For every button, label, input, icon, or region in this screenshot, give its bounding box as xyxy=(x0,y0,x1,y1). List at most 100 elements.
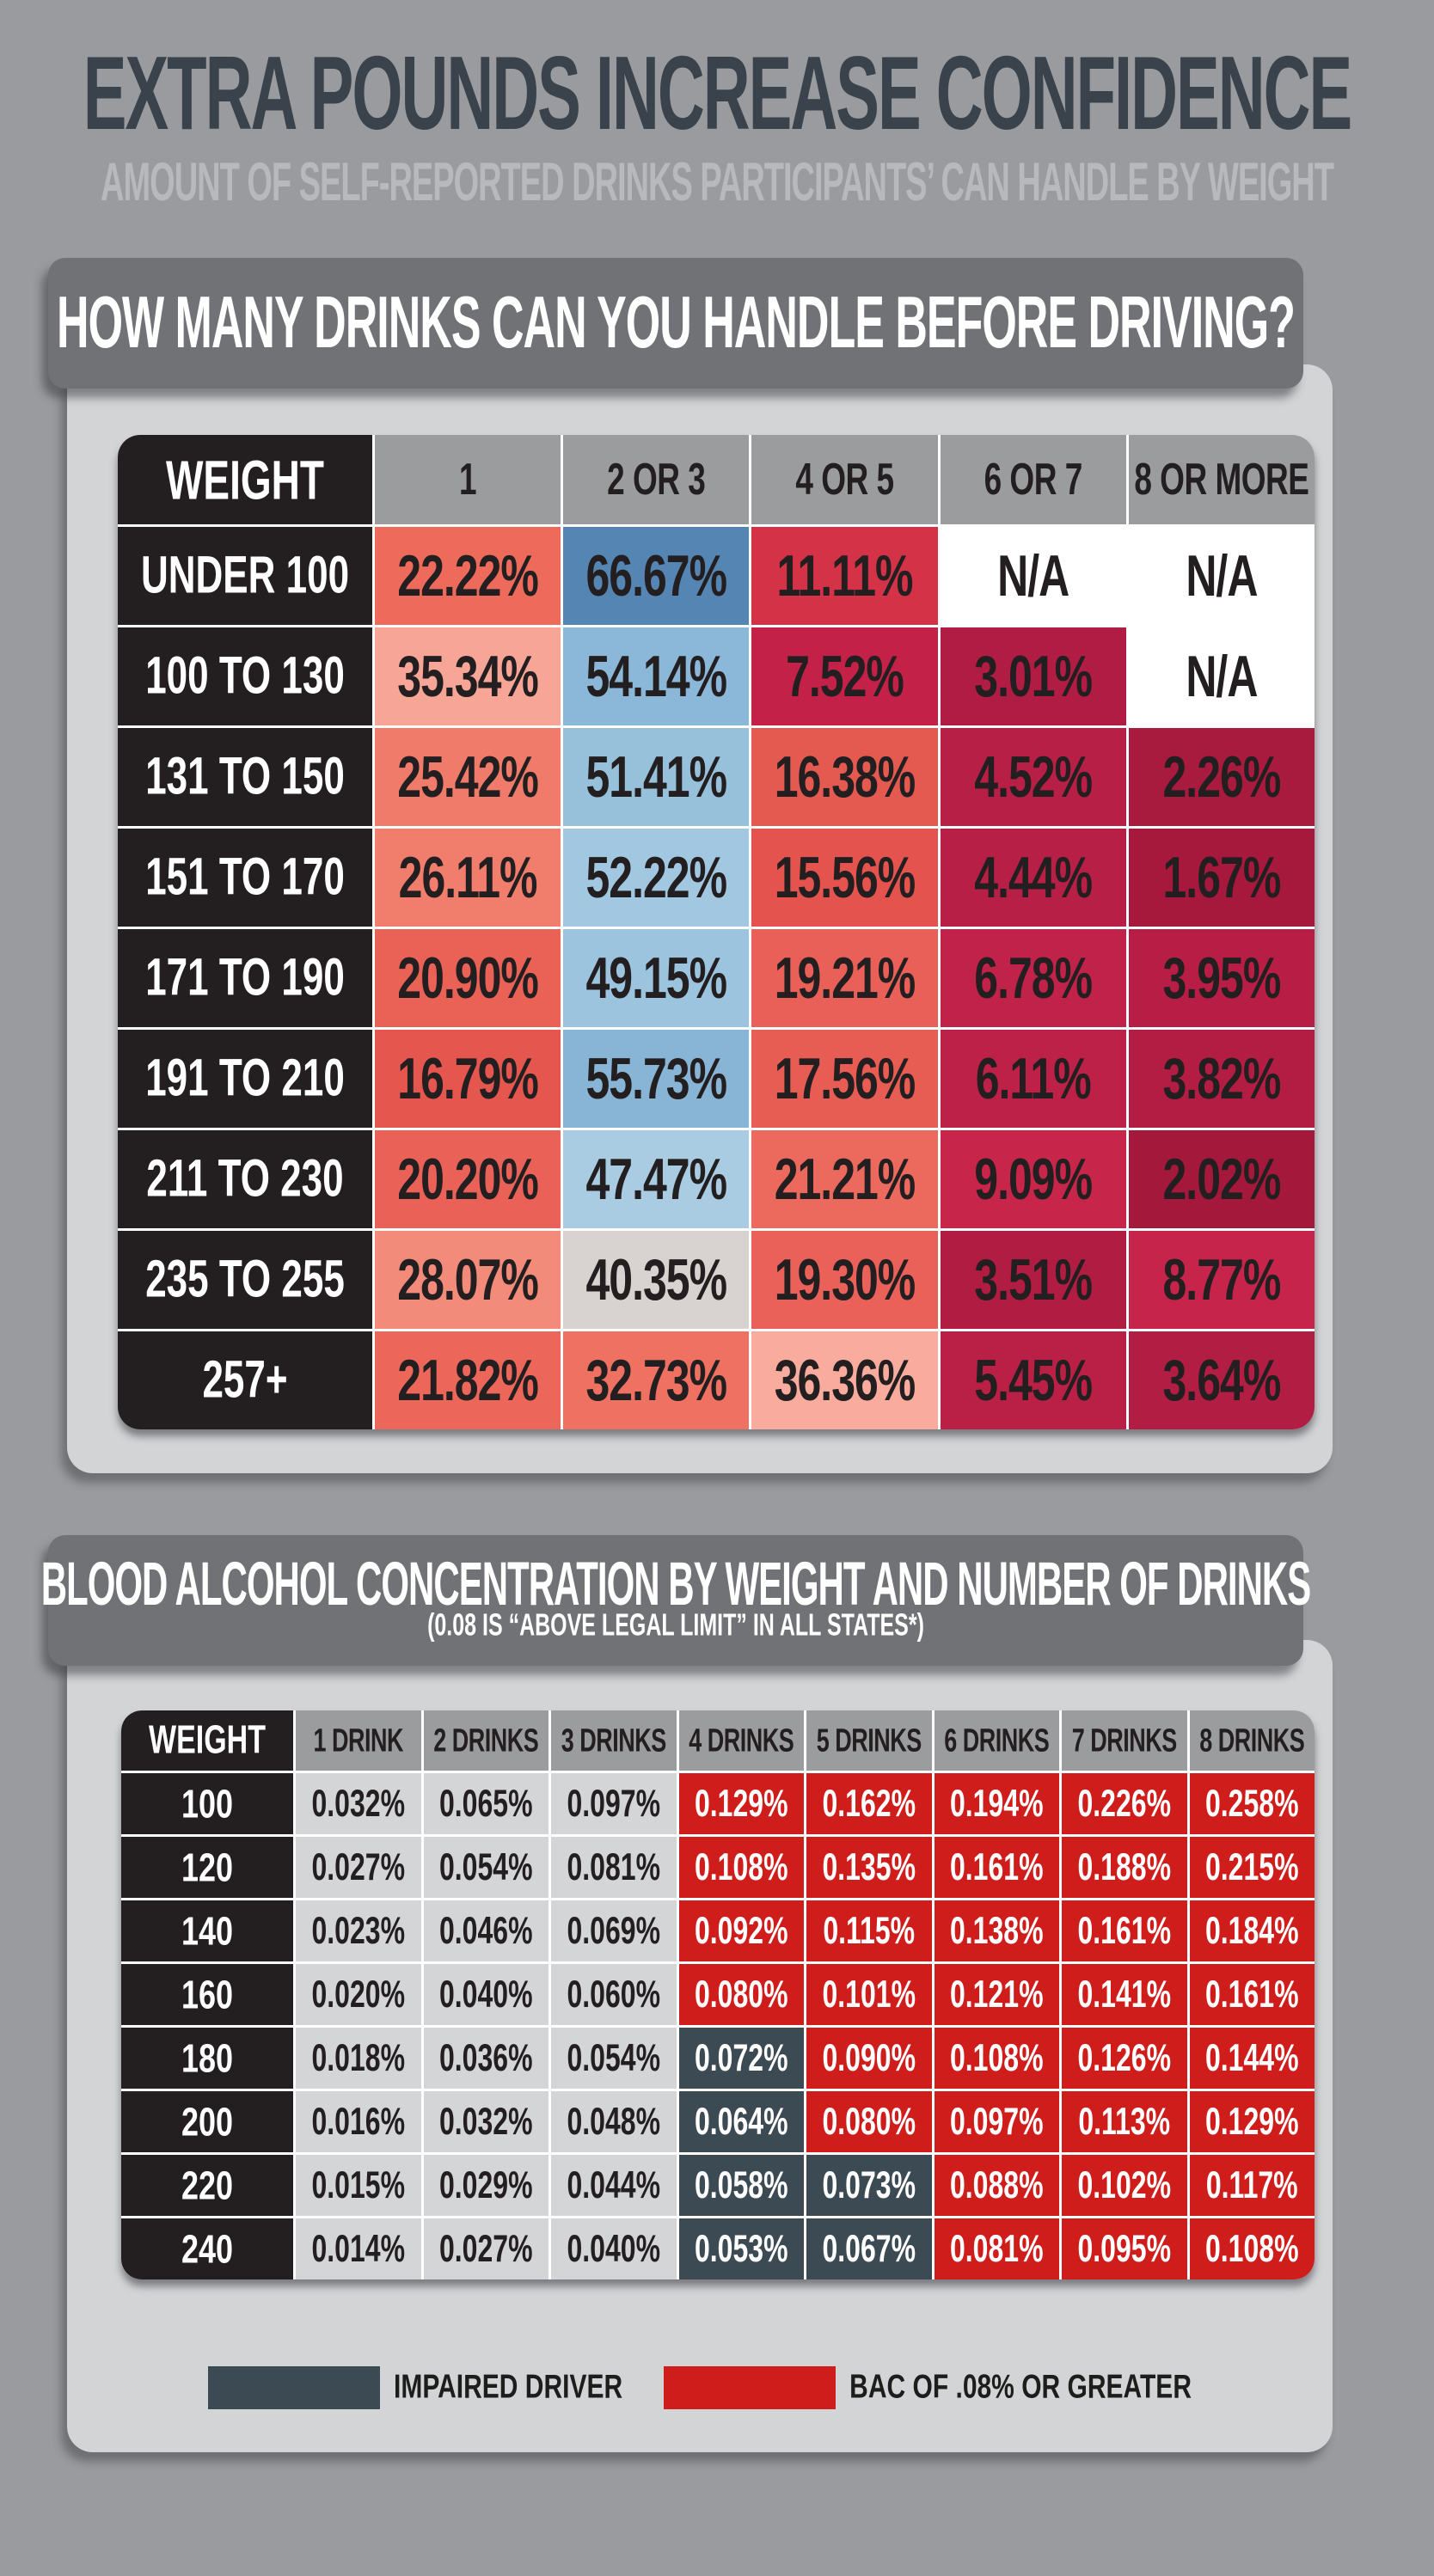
table2-value-cell-r5-c5-text: 0.097% xyxy=(949,2099,1044,2143)
table1-value-cell-r3-c4: 1.67% xyxy=(1128,829,1314,927)
table2-column-header-0: 1 DRINK xyxy=(296,1710,421,1771)
table2-row-label-0: 100 xyxy=(121,1773,293,1834)
table1-row-label-8-text: 257+ xyxy=(202,1350,288,1410)
table2-row-label-3-text: 160 xyxy=(181,1971,234,2017)
table2-row-label-6-text: 220 xyxy=(181,2162,234,2208)
table1-value-cell-r2-c0-text: 25.42% xyxy=(397,744,539,810)
table2-value-cell-r6-c2: 0.044% xyxy=(551,2155,677,2216)
table1-value-cell-r3-c1-text: 52.22% xyxy=(585,845,727,910)
table2-value-cell-r4-c6: 0.126% xyxy=(1062,2028,1187,2089)
table2-value-cell-r2-c6: 0.161% xyxy=(1062,1900,1187,1961)
table2-value-cell-r0-c4-text: 0.162% xyxy=(822,1781,916,1825)
table2-value-cell-r5-c1-text: 0.032% xyxy=(438,2099,533,2143)
table1-value-cell-r5-c4-text: 3.82% xyxy=(1162,1046,1282,1111)
section1-header-bar: HOW MANY DRINKS CAN YOU HANDLE BEFORE DR… xyxy=(48,258,1303,389)
table1-value-cell-r3-c0-text: 26.11% xyxy=(398,845,538,910)
table2-value-cell-r0-c4: 0.162% xyxy=(806,1773,932,1834)
table1-value-cell-r8-c2-text: 36.36% xyxy=(774,1348,916,1413)
table1-value-cell-r4-c4: 3.95% xyxy=(1128,929,1314,1027)
table2-value-cell-r3-c7-text: 0.161% xyxy=(1204,1972,1299,2016)
table2-value-cell-r5-c3: 0.064% xyxy=(678,2091,804,2152)
table2-column-header-4: 5 DRINKS xyxy=(806,1710,932,1771)
section2-header-text: BLOOD ALCOHOL CONCENTRATION BY WEIGHT AN… xyxy=(40,1548,1312,1618)
table1-value-cell-r3-c3: 4.44% xyxy=(940,829,1126,927)
table2-value-cell-r6-c5-text: 0.088% xyxy=(949,2163,1044,2206)
table1-value-cell-r3-c1: 52.22% xyxy=(563,829,750,927)
table2-row-label-2: 140 xyxy=(121,1900,293,1961)
table2-value-cell-r0-c5-text: 0.194% xyxy=(949,1781,1044,1825)
table2-value-cell-r1-c1: 0.054% xyxy=(423,1837,548,1898)
page-subtitle: AMOUNT OF SELF-REPORTED DRINKS PARTICIPA… xyxy=(0,144,1434,229)
table1-value-cell-r0-c1: 66.67% xyxy=(563,527,750,625)
table1-value-cell-r0-c4: N/A xyxy=(1128,527,1314,625)
table1-row-label-7-text: 235 TO 255 xyxy=(145,1250,345,1309)
table2-column-header-3: 4 DRINKS xyxy=(678,1710,804,1771)
table2-value-cell-r0-c2-text: 0.097% xyxy=(567,1781,661,1825)
table2-value-cell-r7-c1-text: 0.027% xyxy=(438,2226,533,2270)
table2-value-cell-r6-c5: 0.088% xyxy=(934,2155,1059,2216)
table1-value-cell-r8-c0: 21.82% xyxy=(375,1331,561,1429)
table2-value-cell-r7-c5-text: 0.081% xyxy=(949,2226,1044,2270)
table1-value-cell-r7-c0-text: 28.07% xyxy=(397,1247,539,1312)
page-subtitle-text: AMOUNT OF SELF-REPORTED DRINKS PARTICIPA… xyxy=(101,153,1334,213)
table1-row-label-5-text: 191 TO 210 xyxy=(145,1049,345,1108)
table2-value-cell-r2-c0-text: 0.023% xyxy=(311,1908,406,1952)
table2-value-cell-r0-c3-text: 0.129% xyxy=(694,1781,788,1825)
table1-value-cell-r3-c4-text: 1.67% xyxy=(1162,845,1282,910)
table2-value-cell-r7-c3-text: 0.053% xyxy=(694,2226,788,2270)
table1-value-cell-r1-c2: 7.52% xyxy=(751,627,938,725)
table2-value-cell-r4-c5: 0.108% xyxy=(934,2028,1059,2089)
bac-table: WEIGHT 1 DRINK 2 DRINKS 3 DRINKS 4 DRINKS 5 D… xyxy=(121,1710,1314,2279)
table2-column-header-7-text: 8 DRINKS xyxy=(1199,1722,1305,1759)
table1-row-label-2: 131 TO 150 xyxy=(118,728,372,826)
table2-value-cell-r2-c4-text: 0.115% xyxy=(823,1908,916,1952)
table1-value-cell-r0-c0-text: 22.22% xyxy=(397,543,539,609)
table2-value-cell-r6-c3: 0.058% xyxy=(678,2155,804,2216)
table1-row-label-7: 235 TO 255 xyxy=(118,1231,372,1329)
table2-value-cell-r3-c6-text: 0.141% xyxy=(1077,1972,1172,2016)
table2-value-cell-r7-c2-text: 0.040% xyxy=(567,2226,661,2270)
table1-column-header-2-text: 4 OR 5 xyxy=(795,454,894,504)
table1-value-cell-r4-c2-text: 19.21% xyxy=(774,945,916,1011)
table1-value-cell-r4-c4-text: 3.95% xyxy=(1162,945,1282,1011)
legend-label-text-0: IMPAIRED DRIVER xyxy=(394,2368,623,2406)
table1-value-cell-r4-c0: 20.90% xyxy=(375,929,561,1027)
table1-value-cell-r2-c3-text: 4.52% xyxy=(974,744,1093,810)
table2-value-cell-r3-c1-text: 0.040% xyxy=(438,1972,533,2016)
table2-value-cell-r1-c2-text: 0.081% xyxy=(567,1845,661,1888)
table1-value-cell-r2-c0: 25.42% xyxy=(375,728,561,826)
table2-value-cell-r3-c3: 0.080% xyxy=(678,1964,804,2025)
table1-value-cell-r2-c2-text: 16.38% xyxy=(774,744,916,810)
table2-column-header-3-text: 4 DRINKS xyxy=(689,1722,794,1759)
table2-value-cell-r3-c0: 0.020% xyxy=(296,1964,421,2025)
table2-value-cell-r1-c2: 0.081% xyxy=(551,1837,677,1898)
table2-row-label-1-text: 120 xyxy=(181,1844,234,1890)
table2-value-cell-r5-c2: 0.048% xyxy=(551,2091,677,2152)
section2-subheader-text: (0.08 IS “ABOVE LEGAL LIMIT” IN ALL STAT… xyxy=(427,1606,924,1643)
table2-corner-weight-text: WEIGHT xyxy=(149,1717,266,1762)
table2-value-cell-r7-c3: 0.053% xyxy=(678,2218,804,2279)
table2-column-header-2: 3 DRINKS xyxy=(551,1710,677,1771)
table2-value-cell-r7-c0-text: 0.014% xyxy=(311,2226,406,2270)
table2-value-cell-r0-c2: 0.097% xyxy=(551,1773,677,1834)
table1-value-cell-r5-c2-text: 17.56% xyxy=(774,1046,916,1111)
table1-value-cell-r7-c1-text: 40.35% xyxy=(585,1247,727,1312)
table2-value-cell-r1-c7-text: 0.215% xyxy=(1204,1845,1299,1888)
table1-value-cell-r1-c0: 35.34% xyxy=(375,627,561,725)
table1-value-cell-r0-c3: N/A xyxy=(940,527,1126,625)
table1-value-cell-r1-c4: N/A xyxy=(1128,627,1314,725)
table1-row-label-1: 100 TO 130 xyxy=(118,627,372,725)
table2-value-cell-r6-c7: 0.117% xyxy=(1189,2155,1314,2216)
legend-label-0: IMPAIRED DRIVER xyxy=(394,2369,622,2406)
table2-column-header-4-text: 5 DRINKS xyxy=(816,1722,922,1759)
table1-value-cell-r8-c0-text: 21.82% xyxy=(397,1348,539,1413)
table1-column-header-0-text: 1 xyxy=(459,454,477,504)
table1-value-cell-r6-c4-text: 2.02% xyxy=(1162,1147,1282,1212)
table1-value-cell-r1-c1-text: 54.14% xyxy=(585,644,727,709)
table1-value-cell-r6-c4: 2.02% xyxy=(1128,1130,1314,1228)
table2-value-cell-r4-c5-text: 0.108% xyxy=(949,2035,1044,2079)
table1-value-cell-r8-c3-text: 5.45% xyxy=(974,1348,1093,1413)
table2-value-cell-r4-c7-text: 0.144% xyxy=(1204,2035,1299,2079)
table1-value-cell-r0-c0: 22.22% xyxy=(375,527,561,625)
